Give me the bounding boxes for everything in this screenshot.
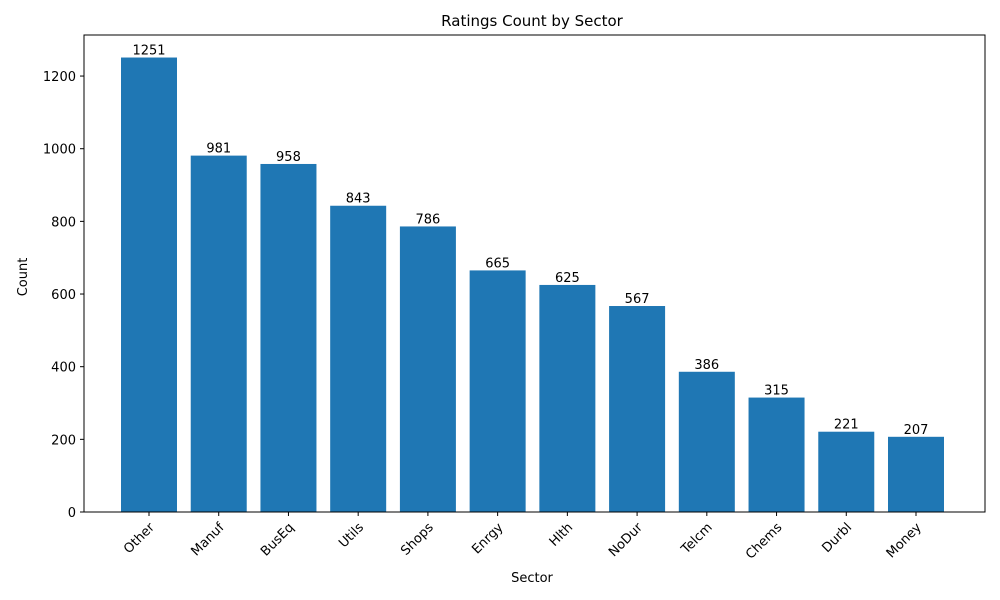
bar-value-label: 567 [625,292,650,307]
x-tick-label: BusEq [258,520,297,559]
bar-value-label: 981 [206,142,231,157]
x-tick-label: Chems [743,520,785,562]
bar-value-label: 1251 [132,44,165,59]
bar-value-labels: 1251 981 958 843 786 665 625 567 386 315 221 207 [132,44,928,438]
x-axis-label: Sector [511,571,553,586]
x-tick-label: Money [884,520,925,561]
x-axis-ticks: Other Manuf BusEq Utils Shops Enrgy Hlth NoDur T… [121,512,925,562]
bar-other [121,57,177,513]
bar-value-label: 665 [485,256,510,271]
y-tick-label: 800 [51,215,76,230]
y-tick-label: 0 [68,506,76,521]
x-tick-label: Shops [398,520,437,559]
bar-value-label: 625 [555,271,580,286]
y-tick-label: 1000 [43,143,76,158]
bar-value-label: 207 [904,423,929,438]
x-tick-label: Hlth [547,520,577,550]
y-axis-label: Count [16,258,31,297]
bar-value-label: 786 [415,212,440,227]
bar-hlth [539,284,596,512]
x-tick-label: Durbl [819,520,855,556]
y-tick-label: 200 [51,433,76,448]
bar-utils [330,205,387,512]
bar-money [888,436,944,512]
y-tick-label: 1200 [43,70,76,85]
bar-telcm [678,371,735,512]
chart-title: Ratings Count by Sector [441,12,623,30]
bar-value-label: 958 [276,150,301,165]
bar-enrgy [469,270,526,512]
bars [121,57,944,513]
x-tick-label: Other [121,520,158,557]
bar-value-label: 843 [346,192,371,207]
y-tick-label: 600 [51,288,76,303]
x-tick-label: Telcm [678,520,716,558]
y-tick-label: 400 [51,361,76,376]
bar-durbl [818,431,875,512]
x-tick-label: Utils [336,520,367,551]
x-tick-label: Enrgy [469,520,506,557]
bar-chems [748,397,805,512]
bar-value-label: 386 [694,358,719,373]
bar-shops [399,226,456,512]
plot-frame [83,34,986,513]
x-tick-label: NoDur [606,520,646,560]
bar-manuf [190,155,247,512]
x-tick-label: Manuf [188,520,227,559]
bar-buseq [260,163,317,512]
bar-value-label: 315 [764,384,789,399]
bar-nodur [609,306,666,512]
bar-value-label: 221 [834,418,859,433]
y-axis-ticks: 0 200 400 600 800 1000 1200 [43,70,84,521]
